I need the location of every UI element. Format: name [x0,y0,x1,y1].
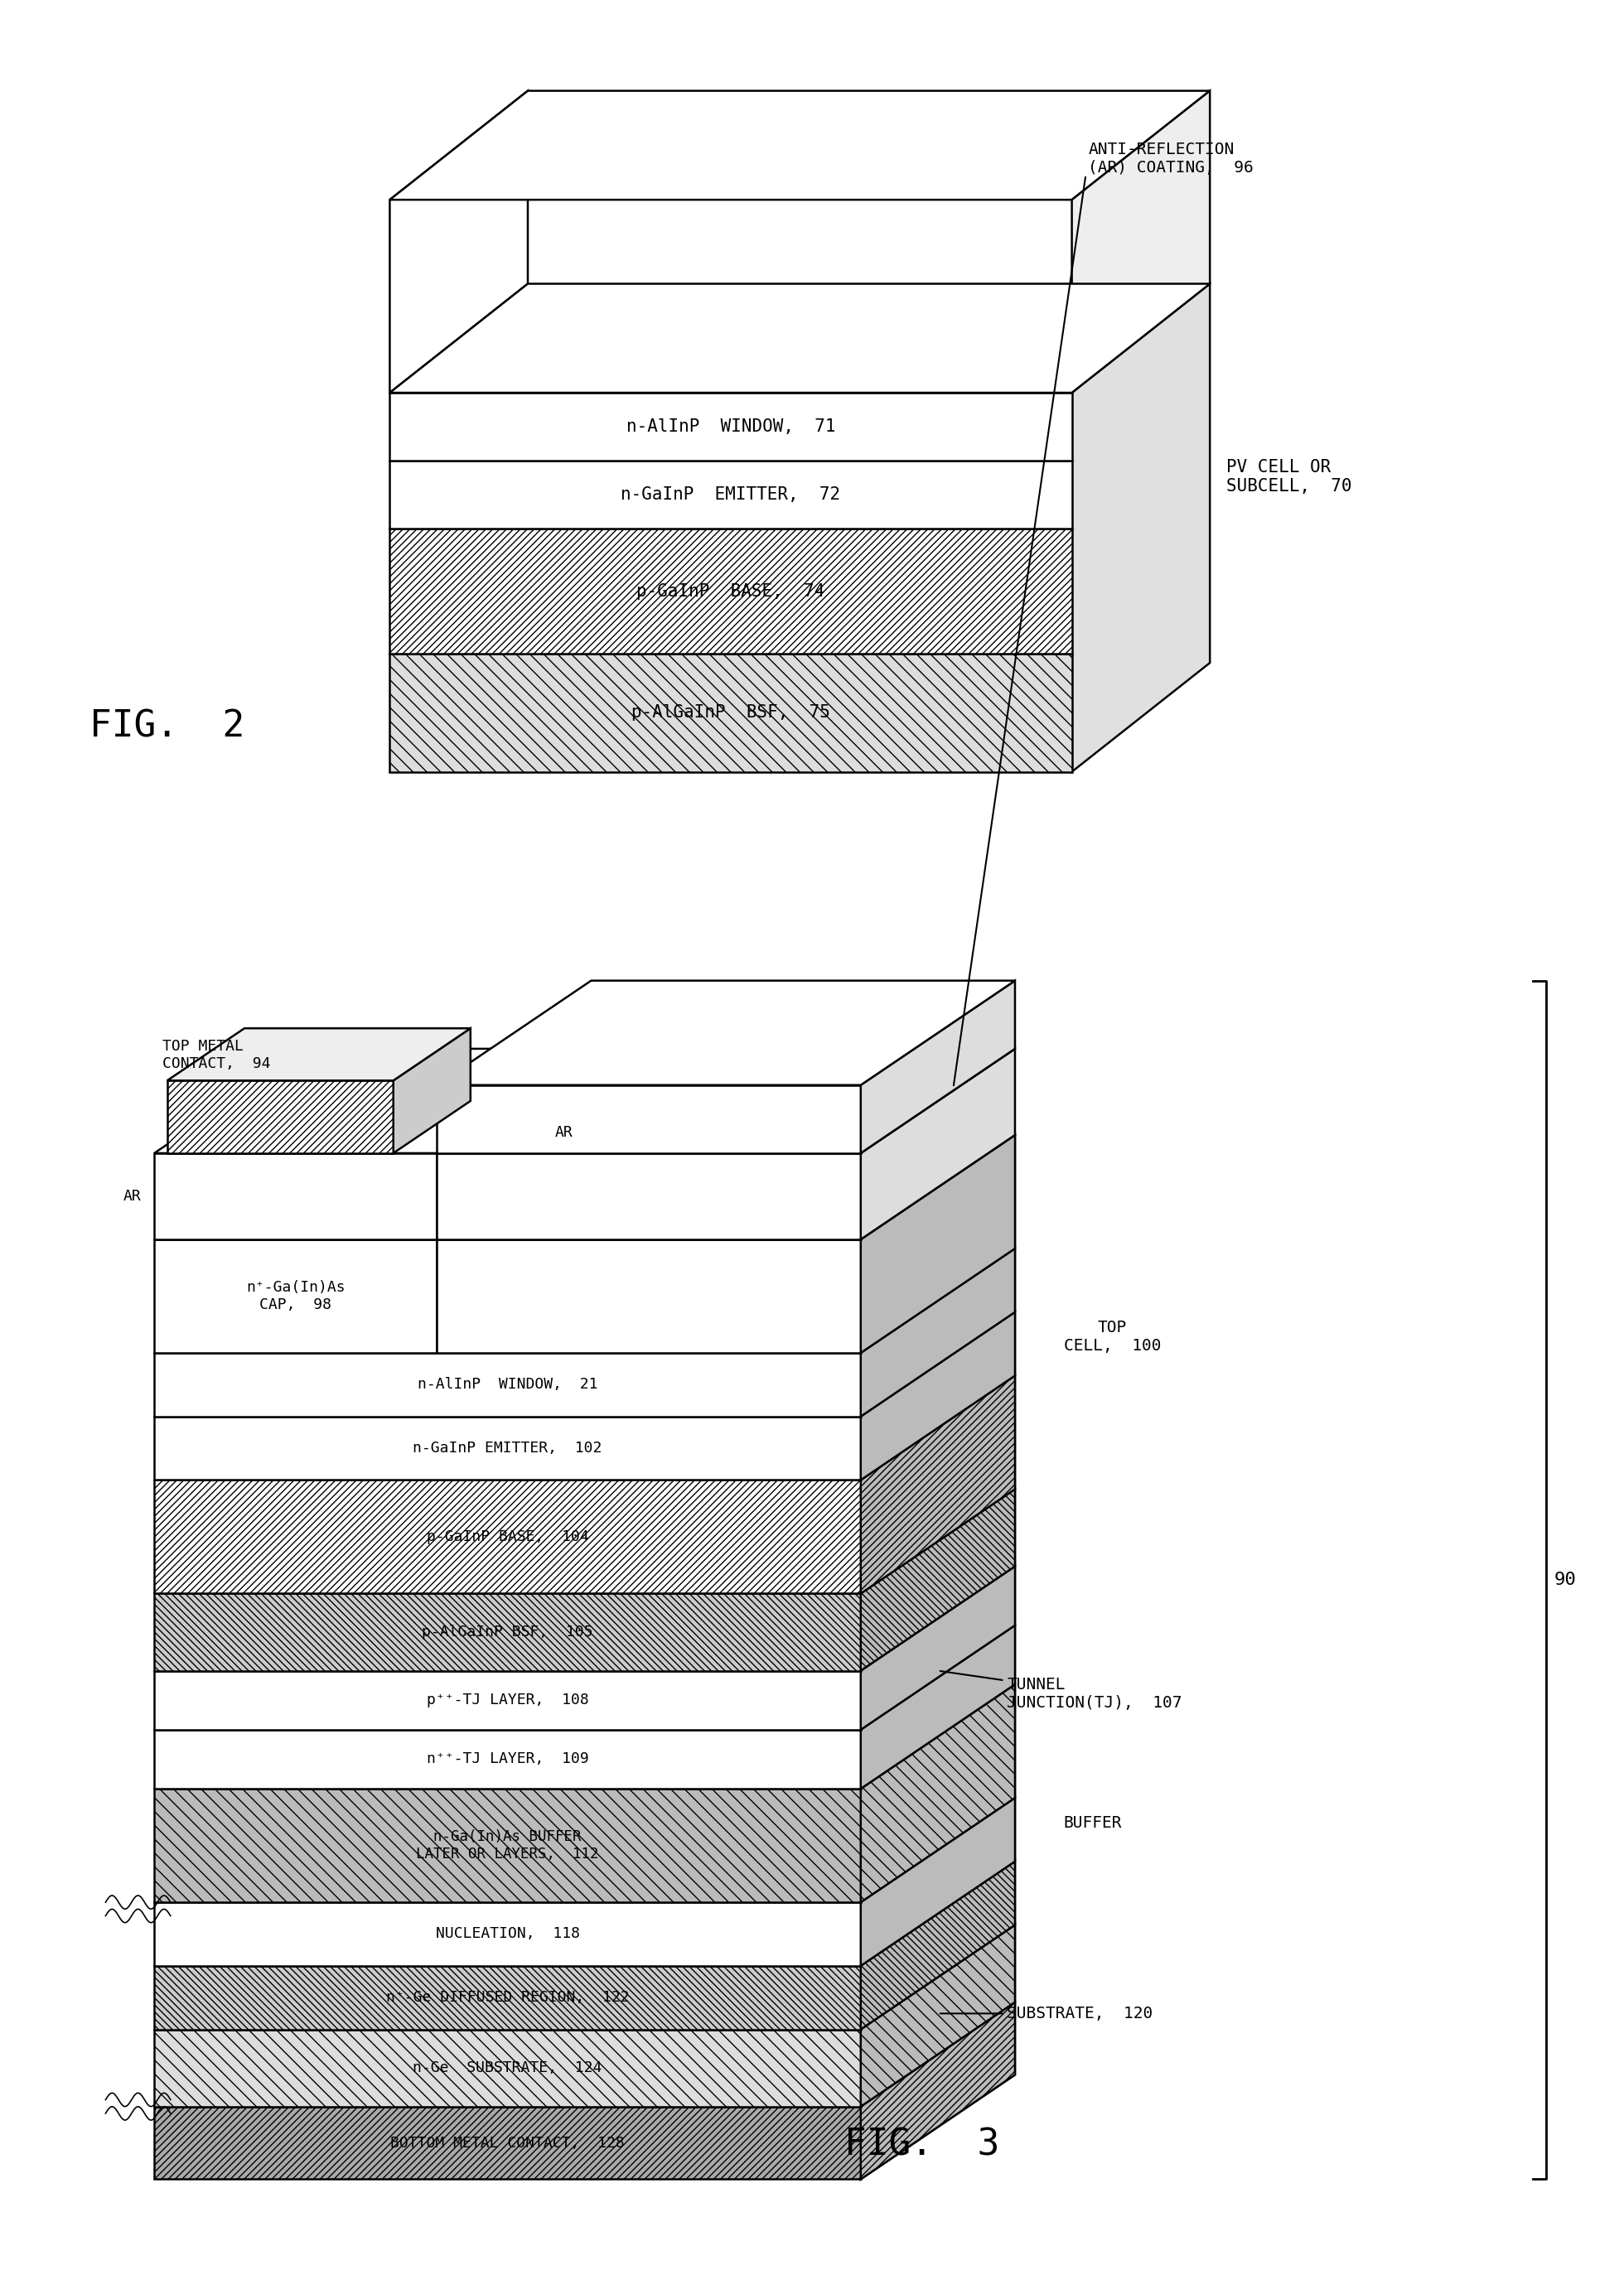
Polygon shape [167,1081,393,1153]
Text: NUCLEATION,  118: NUCLEATION, 118 [435,1927,580,1941]
Polygon shape [861,1625,1015,1789]
Polygon shape [1072,91,1210,393]
Text: ANTI-REFLECTION
(AR) COATING,  96: ANTI-REFLECTION (AR) COATING, 96 [953,143,1254,1085]
Polygon shape [154,1789,861,1902]
Polygon shape [861,1489,1015,1671]
Polygon shape [437,981,1015,1085]
Text: n-GaInP EMITTER,  102: n-GaInP EMITTER, 102 [412,1441,603,1455]
Text: p-GaInP  BASE,  74: p-GaInP BASE, 74 [637,583,825,599]
Text: p-AlGaInP  BSF,  75: p-AlGaInP BSF, 75 [632,704,830,722]
Polygon shape [390,461,1072,529]
Polygon shape [390,529,1072,654]
Text: TOP
CELL,  100: TOP CELL, 100 [1064,1321,1161,1353]
Polygon shape [154,1135,1015,1239]
Polygon shape [861,1312,1015,1480]
Polygon shape [390,91,528,393]
Polygon shape [154,1239,437,1353]
Polygon shape [390,654,1072,772]
Polygon shape [154,1153,437,1239]
Polygon shape [154,1353,861,1416]
Text: n⁺⁺-TJ LAYER,  109: n⁺⁺-TJ LAYER, 109 [427,1752,588,1766]
Polygon shape [154,1480,861,1594]
Polygon shape [861,1049,1015,1239]
Polygon shape [861,1135,1015,1353]
Text: BUFFER: BUFFER [1064,1816,1122,1830]
Polygon shape [1072,284,1210,772]
Text: TOP METAL
CONTACT,  94: TOP METAL CONTACT, 94 [162,1040,271,1071]
Polygon shape [861,981,1015,1153]
Polygon shape [437,1085,861,1153]
Text: FIG.  3: FIG. 3 [844,2127,1000,2163]
Polygon shape [154,2107,861,2179]
Text: n⁺-Ga(In)As
CAP,  98: n⁺-Ga(In)As CAP, 98 [245,1280,346,1312]
Polygon shape [154,1594,861,1671]
Polygon shape [390,284,528,393]
Text: p-GaInP BASE,  104: p-GaInP BASE, 104 [427,1530,588,1544]
Polygon shape [861,2002,1015,2179]
Polygon shape [861,1925,1015,2107]
Polygon shape [390,284,1210,393]
Polygon shape [393,1028,471,1153]
Text: n-GaInP  EMITTER,  72: n-GaInP EMITTER, 72 [620,486,841,504]
Text: n-AlInP  WINDOW,  71: n-AlInP WINDOW, 71 [627,418,835,436]
Polygon shape [861,1798,1015,1966]
Text: 90: 90 [1554,1571,1577,1589]
Text: p-AlGaInP BSF,  105: p-AlGaInP BSF, 105 [422,1625,593,1639]
Polygon shape [154,1416,861,1480]
Polygon shape [154,1730,861,1789]
Polygon shape [861,1861,1015,2029]
Text: n-Ga(In)As BUFFER
LATER OR LAYERS,  112: n-Ga(In)As BUFFER LATER OR LAYERS, 112 [416,1830,599,1861]
Polygon shape [437,1239,861,1353]
Text: AR: AR [555,1126,573,1140]
Text: BOTTOM METAL CONTACT,  128: BOTTOM METAL CONTACT, 128 [390,2136,625,2150]
Polygon shape [390,91,1210,200]
Polygon shape [154,1902,861,1966]
Text: n⁺-Ge DIFFUSED REGION,  122: n⁺-Ge DIFFUSED REGION, 122 [387,1991,628,2004]
Polygon shape [154,1671,861,1730]
Polygon shape [861,1249,1015,1416]
Polygon shape [154,2029,861,2107]
Text: n-AlInP  WINDOW,  21: n-AlInP WINDOW, 21 [417,1378,598,1392]
Polygon shape [154,1966,861,2029]
Polygon shape [861,1376,1015,1594]
Polygon shape [390,393,1072,461]
Polygon shape [154,1049,591,1153]
Polygon shape [437,1049,1015,1153]
Polygon shape [167,1028,471,1081]
Text: SUBSTRATE,  120: SUBSTRATE, 120 [940,2007,1153,2020]
Text: TUNNEL
JUNCTION(TJ),  107: TUNNEL JUNCTION(TJ), 107 [940,1671,1182,1709]
Polygon shape [861,1684,1015,1902]
Polygon shape [437,1153,861,1239]
Text: n-Ge  SUBSTRATE,  124: n-Ge SUBSTRATE, 124 [412,2061,603,2075]
Polygon shape [437,1049,591,1239]
Polygon shape [861,1135,1015,2179]
Text: PV CELL OR
SUBCELL,  70: PV CELL OR SUBCELL, 70 [1226,459,1351,495]
Text: AR: AR [123,1189,141,1203]
Text: p⁺⁺-TJ LAYER,  108: p⁺⁺-TJ LAYER, 108 [427,1693,588,1707]
Text: FIG.  2: FIG. 2 [89,708,245,745]
Polygon shape [861,1566,1015,1730]
